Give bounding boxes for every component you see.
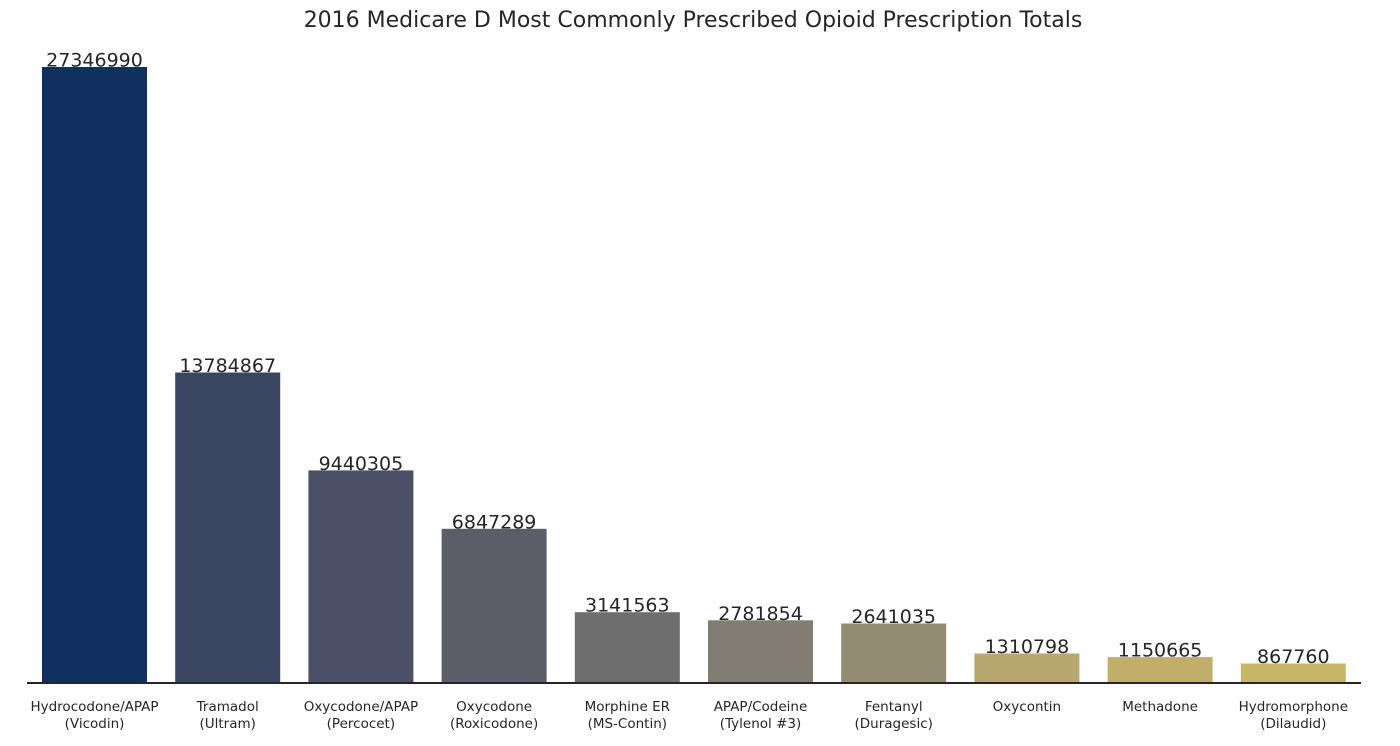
x-tick-label-line: Oxycodone (456, 699, 532, 715)
bar (308, 470, 414, 683)
bar-value-label: 867760 (1257, 646, 1330, 668)
bar (841, 623, 947, 683)
x-tick-label-line: (Vicodin) (65, 716, 125, 732)
x-tick-label: Methadone (1122, 699, 1198, 715)
bar-value-label: 1310798 (985, 636, 1070, 658)
x-tick-label-line: Tramadol (196, 699, 259, 715)
x-tick-label: Morphine ER (MS-Contin) (585, 699, 670, 732)
x-tick-label-line: (Tylenol #3) (720, 716, 801, 732)
bar (175, 372, 281, 683)
bar (574, 612, 680, 683)
bar (441, 528, 547, 683)
x-tick-label: Hydrocodone/APAP (Vicodin) (30, 699, 158, 732)
bar-value-label: 1150665 (1118, 640, 1203, 662)
x-tick-label-line: APAP/Codeine (714, 699, 808, 715)
bars-layer (42, 67, 1346, 683)
bar (42, 67, 147, 683)
bar (974, 653, 1080, 683)
bar (708, 620, 813, 683)
x-tick-label-line: (Dilaudid) (1260, 716, 1326, 732)
bar-value-label: 2781854 (718, 603, 803, 625)
x-tick-label-line: (Duragesic) (855, 716, 933, 732)
x-tick-label: APAP/Codeine (Tylenol #3) (714, 699, 808, 732)
x-tick-label-line: Oxycontin (993, 699, 1061, 715)
chart-title: 2016 Medicare D Most Commonly Prescribed… (304, 8, 1083, 33)
x-tick-label: Oxycodone (Roxicodone) (450, 699, 538, 732)
x-tick-label-line: (Roxicodone) (450, 716, 538, 732)
x-tick-label: Oxycodone/APAP (Percocet) (304, 699, 418, 732)
x-tick-label-line: Fentanyl (865, 699, 923, 715)
bar-value-label: 3141563 (585, 595, 670, 617)
bar (1240, 663, 1346, 683)
bar-value-label: 13784867 (179, 355, 276, 377)
x-tick-label: Hydromorphone (Dilaudid) (1239, 699, 1348, 732)
bar (1107, 657, 1213, 683)
x-tick-label-line: Morphine ER (585, 699, 670, 715)
x-tick-label-line: (Ultram) (199, 716, 255, 732)
x-tick-label: Oxycontin (993, 699, 1061, 715)
x-tick-labels-layer: Hydrocodone/APAP (Vicodin) Tramadol (Ultram… (30, 699, 1348, 732)
x-tick-label-line: (Percocet) (327, 716, 395, 732)
bar-value-label: 2641035 (851, 606, 936, 628)
x-tick-label-line: Hydromorphone (1239, 699, 1348, 715)
bar-value-label: 27346990 (46, 50, 143, 72)
x-tick-label-line: (MS-Contin) (588, 716, 667, 732)
x-tick-label-line: Hydrocodone/APAP (30, 699, 158, 715)
x-tick-label-line: Methadone (1122, 699, 1198, 715)
bar-value-label: 9440305 (319, 453, 404, 475)
data-labels-layer: 27346990 13784867 9440305 6847289 3141563 278… (46, 50, 1329, 669)
x-tick-label-line: Oxycodone/APAP (304, 699, 418, 715)
x-tick-label: Fentanyl (Duragesic) (855, 699, 933, 732)
bar-value-label: 6847289 (452, 511, 537, 533)
x-tick-label: Tramadol (Ultram) (196, 699, 259, 732)
